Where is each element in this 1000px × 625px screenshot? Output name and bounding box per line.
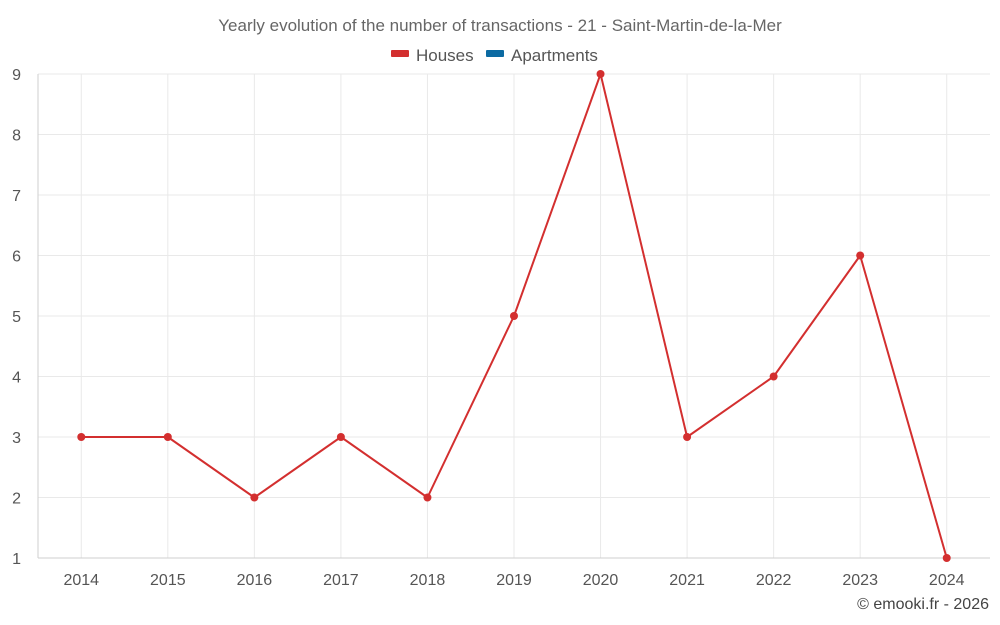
y-tick-label: 4	[12, 370, 21, 387]
y-tick-label: 9	[12, 67, 21, 84]
data-point-houses-2022[interactable]	[769, 372, 778, 381]
data-point-houses-2014[interactable]	[77, 433, 86, 441]
legend-swatch-houses	[391, 50, 409, 57]
legend-item-apartments[interactable]: Apartments	[486, 46, 598, 65]
legend-swatch-apartments	[486, 50, 504, 57]
legend-label-houses: Houses	[416, 46, 474, 65]
y-tick-label: 7	[12, 188, 21, 205]
legend-item-houses[interactable]: Houses	[391, 46, 474, 65]
data-point-houses-2020[interactable]	[596, 70, 605, 78]
x-tick-label: 2015	[150, 572, 186, 589]
data-point-houses-2016[interactable]	[250, 493, 259, 502]
data-point-houses-2018[interactable]	[423, 493, 432, 502]
y-tick-label: 8	[12, 128, 21, 145]
x-tick-label: 2014	[63, 572, 99, 589]
chart-title: Yearly evolution of the number of transa…	[218, 16, 782, 35]
data-point-houses-2021[interactable]	[683, 433, 692, 441]
x-tick-label: 2016	[237, 572, 273, 589]
x-tick-label: 2017	[323, 572, 359, 589]
data-point-houses-2017[interactable]	[336, 433, 345, 441]
data-point-houses-2023[interactable]	[856, 251, 865, 260]
y-tick-label: 6	[12, 249, 21, 266]
series	[77, 70, 951, 562]
data-point-houses-2019[interactable]	[510, 312, 518, 320]
data-point-houses-2024[interactable]	[942, 554, 951, 562]
y-tick-label: 3	[12, 430, 21, 447]
legend-label-apartments: Apartments	[511, 46, 598, 65]
x-tick-label: 2022	[756, 572, 792, 589]
x-tick-label: 2021	[669, 572, 705, 589]
legend: Houses Apartments	[391, 46, 598, 65]
credit-text: © emooki.fr - 2026	[857, 596, 989, 613]
y-tick-label: 2	[12, 491, 21, 508]
x-tick-label: 2020	[583, 572, 619, 589]
data-point-houses-2015[interactable]	[163, 433, 172, 441]
x-tick-label: 2023	[842, 572, 878, 589]
tick-labels: 1 2 3 4 5 6 7 8 9 2014 2015 2016 2017 2018 2019 2020 202…	[12, 67, 965, 589]
x-tick-label: 2024	[929, 572, 965, 589]
y-tick-label: 1	[12, 551, 21, 568]
x-tick-label: 2018	[410, 572, 446, 589]
x-tick-label: 2019	[496, 572, 532, 589]
axes	[37, 74, 990, 559]
y-tick-label: 5	[12, 309, 21, 326]
